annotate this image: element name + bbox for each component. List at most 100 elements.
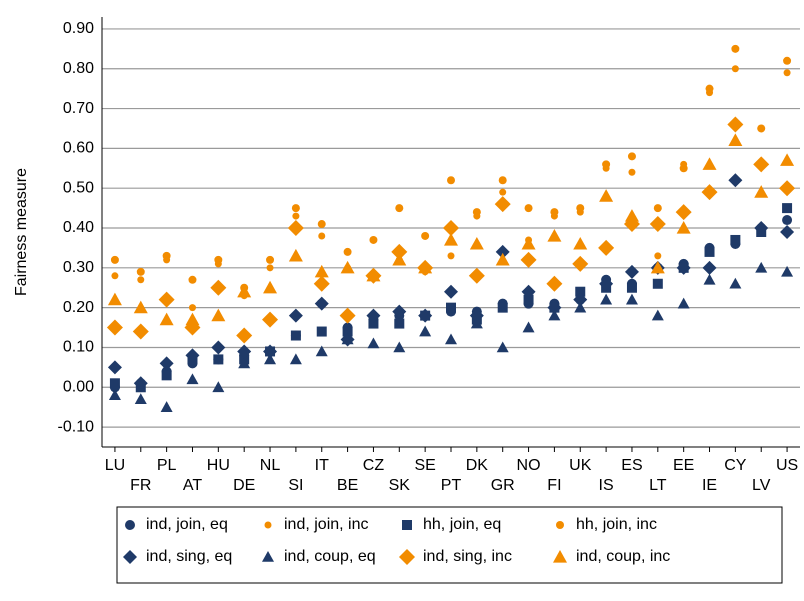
point [237, 344, 252, 359]
point [132, 323, 149, 340]
legend-marker [556, 521, 564, 529]
point [107, 292, 122, 306]
x-tick-label: NO [517, 457, 541, 474]
point [625, 293, 638, 305]
point [495, 252, 510, 266]
point [652, 278, 663, 289]
point [106, 319, 123, 336]
point [675, 204, 692, 221]
x-tick-label: ES [621, 457, 642, 474]
point [418, 260, 433, 274]
point [133, 300, 148, 314]
point [291, 204, 300, 213]
point [676, 260, 691, 275]
point [521, 236, 536, 250]
x-tick-label: FI [547, 477, 561, 494]
legend-marker [264, 521, 272, 529]
point [288, 308, 303, 323]
point [133, 376, 148, 391]
x-tick-label: IS [599, 477, 614, 494]
point [731, 65, 739, 73]
point [366, 268, 381, 282]
x-tick-label: LT [649, 477, 667, 494]
legend-marker [402, 520, 412, 530]
point [469, 308, 484, 323]
point [237, 284, 252, 298]
point [211, 340, 226, 355]
point [783, 56, 792, 65]
point [676, 221, 691, 234]
point [757, 124, 766, 133]
x-tick-label: US [776, 457, 798, 474]
y-tick-label: 0.70 [63, 100, 94, 117]
x-tick-label: LV [752, 477, 771, 494]
point [287, 220, 304, 237]
point [369, 235, 378, 244]
point [548, 309, 561, 321]
point [499, 188, 507, 196]
point [443, 220, 459, 237]
x-tick-label: SE [414, 457, 435, 474]
point [419, 325, 432, 337]
point [755, 261, 768, 273]
x-tick-label: FR [130, 477, 151, 494]
point [497, 302, 508, 313]
point [367, 337, 380, 349]
point [782, 215, 793, 226]
point [134, 393, 147, 405]
point [573, 236, 588, 250]
point [318, 232, 326, 240]
x-tick-label: DE [233, 477, 255, 494]
x-tick-label: NL [260, 457, 281, 474]
point [236, 327, 253, 344]
point [342, 326, 353, 337]
point [366, 308, 381, 323]
point [393, 341, 406, 353]
legend-marker [125, 520, 135, 530]
point [159, 312, 174, 326]
point [263, 344, 278, 359]
point [754, 221, 769, 236]
point [214, 255, 223, 264]
point [418, 308, 433, 323]
point [599, 276, 614, 291]
point [213, 354, 224, 365]
point [753, 156, 770, 173]
point [444, 232, 458, 246]
point [702, 260, 717, 275]
x-tick-label: EE [673, 457, 694, 474]
point [472, 208, 481, 217]
point [317, 220, 326, 229]
legend-marker [123, 550, 137, 564]
point [185, 348, 200, 363]
point [546, 275, 563, 292]
point [727, 116, 744, 133]
point [576, 204, 585, 213]
legend-marker [553, 550, 567, 563]
y-tick-label: 0.30 [63, 259, 94, 276]
point [343, 247, 352, 256]
x-tick-label: IE [702, 477, 717, 494]
point [677, 297, 690, 309]
point [263, 280, 278, 294]
point [186, 373, 199, 385]
point [109, 378, 120, 389]
point [212, 381, 225, 393]
point [446, 302, 456, 313]
y-tick-label: 0.80 [63, 60, 94, 77]
point [550, 208, 559, 217]
point [574, 301, 587, 313]
point [211, 308, 226, 322]
point [394, 318, 405, 329]
x-tick-label: CY [724, 457, 747, 474]
point [703, 273, 716, 285]
point [779, 180, 796, 197]
point [447, 176, 455, 185]
point [651, 309, 664, 321]
x-tick-label: SK [389, 477, 411, 494]
point [447, 252, 455, 260]
point [781, 265, 794, 277]
point [598, 239, 615, 256]
point [266, 264, 274, 272]
legend-label: ind, join, inc [284, 516, 369, 533]
